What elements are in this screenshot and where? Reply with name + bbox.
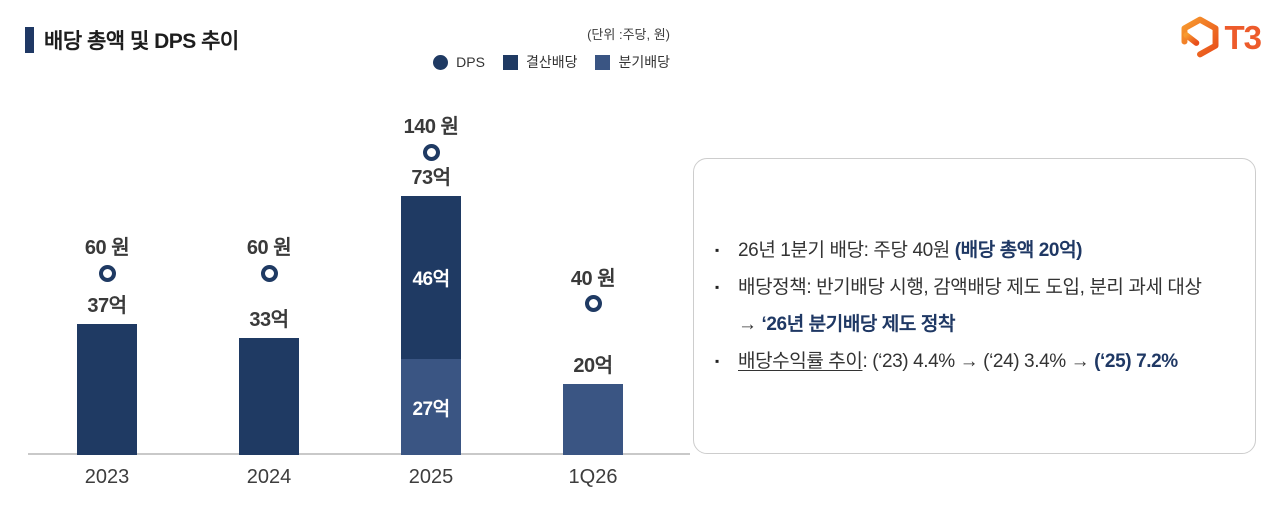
bullet-text: 배당정책: 반기배당 시행, 감액배당 제도 도입, 분리 과세 대상 — [738, 277, 1202, 298]
legend-label: 분기배당 — [618, 54, 670, 70]
dps-value-label-2023: 60 원 — [84, 237, 130, 260]
summary-box: ▪ 26년 1분기 배당: 주당 40원 (배당 총액 20억) ▪ 배당정책: 반기… — [693, 158, 1256, 454]
bar-2025-분기배당: 27억 — [401, 359, 461, 455]
bar-total-label-2023: 37억 — [87, 294, 127, 317]
bullet-emphasis-text: (‘25) 7.2% — [1094, 351, 1178, 372]
bar-total-label-2024: 33억 — [249, 308, 289, 331]
logo-text: T3 — [1224, 18, 1262, 56]
x-axis-label-1Q26: 1Q26 — [568, 466, 618, 488]
legend-item-분기배당: 분기배당 — [595, 52, 670, 72]
bullet-emphasis-text: ‘26년 분기배당 제도 정착 — [761, 314, 956, 335]
unit-label: (단위 :주당, 원) — [587, 27, 670, 42]
bar-segment-label-2025-결산배당: 46억 — [412, 269, 450, 290]
bar-2025-결산배당: 46억 — [401, 195, 461, 360]
bullet-item-3: ▪ 배당수익률 추이: (‘23) 4.4% → (‘24) 3.4% → (‘2… — [714, 343, 1237, 380]
dps-marker-2023 — [98, 264, 116, 282]
x-axis-line — [28, 453, 690, 455]
dps-value-label-2025: 140 원 — [403, 116, 459, 139]
bar-1Q26-분기배당 — [563, 384, 623, 455]
legend-label: 결산배당 — [525, 54, 578, 70]
bar-segment-label-2025-분기배당: 27억 — [412, 398, 450, 420]
bullet-item-1: ▪ 26년 1분기 배당: 주당 40원 (배당 총액 20억) — [714, 232, 1237, 269]
bullet-marker-icon: ▪ — [715, 243, 719, 257]
bullet-marker-icon: ▪ — [715, 354, 719, 368]
dps-value-label-2024: 60 원 — [246, 237, 292, 260]
dps-marker-2024 — [260, 264, 278, 282]
legend-swatch-circle — [433, 54, 449, 70]
legend-label: DPS — [456, 54, 485, 70]
legend-item-DPS: DPS — [433, 54, 485, 70]
chart-legend: DPS 결산배당 분기배당 — [433, 52, 670, 72]
legend-swatch-square — [595, 54, 611, 70]
bar-2023-결산배당 — [77, 323, 137, 455]
page-title: 배당 총액 및 DPS 추이 — [44, 30, 239, 53]
x-axis-label-2023: 2023 — [84, 466, 130, 488]
bullet-emphasis-text: (배당 총액 20억) — [954, 240, 1083, 261]
x-axis-label-2025: 2025 — [408, 466, 454, 488]
dividend-chart: 37억 60 원 2023 33억 60 원 2024 27억 46억 73억 140 원 2025… — [26, 87, 690, 488]
bullet-text: → — [738, 314, 762, 335]
x-axis-label-2024: 2024 — [246, 466, 292, 488]
chart-meta: (단위 :주당, 원) DPS 결산배당 분기배당 — [340, 24, 670, 72]
title-marker-bar — [25, 27, 34, 53]
t3-box-icon — [1181, 16, 1219, 58]
dps-value-label-1Q26: 40 원 — [570, 267, 616, 290]
t3-logo: T3 — [1179, 16, 1262, 58]
legend-swatch-square — [502, 54, 518, 70]
bullet-item-2: ▪ 배당정책: 반기배당 시행, 감액배당 제도 도입, 분리 과세 대상 — [714, 269, 1237, 306]
dps-marker-2025 — [422, 143, 440, 161]
bullet-text: : (‘23) 4.4% → (‘24) 3.4% → — [862, 351, 1095, 372]
dps-marker-1Q26 — [584, 295, 602, 312]
bar-2024-결산배당 — [239, 337, 299, 455]
legend-item-결산배당: 결산배당 — [502, 52, 578, 72]
bullet-item-2-continuation: → ‘26년 분기배당 제도 정착 — [714, 306, 1237, 343]
bullet-marker-icon: ▪ — [715, 280, 719, 294]
bar-total-label-1Q26: 20억 — [573, 355, 613, 377]
page-header: 배당 총액 및 DPS 추이 — [25, 25, 239, 55]
bullet-underlined-text: 배당수익률 추이 — [738, 351, 863, 372]
bar-total-label-2025: 73억 — [411, 166, 451, 189]
bullet-text: 26년 1분기 배당: 주당 40원 — [738, 240, 955, 261]
